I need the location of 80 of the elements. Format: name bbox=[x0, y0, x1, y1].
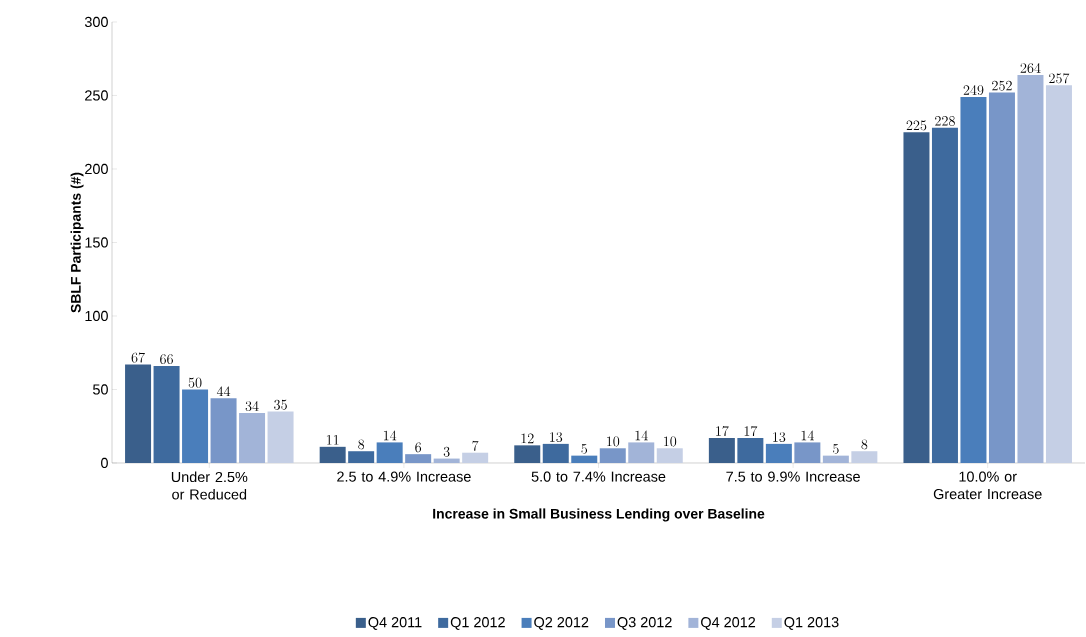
bar bbox=[542, 443, 569, 463]
y-tick-label: 150 bbox=[85, 237, 108, 248]
data-label: 3 bbox=[443, 446, 450, 457]
legend-label: Q1 2012 bbox=[450, 617, 505, 630]
data-label: 252 bbox=[992, 80, 1012, 91]
data-label: 5 bbox=[581, 443, 588, 454]
data-label: 264 bbox=[1020, 63, 1041, 73]
data-label: 50 bbox=[188, 377, 202, 388]
data-label: 14 bbox=[383, 430, 397, 441]
bar bbox=[153, 365, 180, 463]
y-tick-label: 50 bbox=[93, 384, 108, 395]
legend-label: Q3 2012 bbox=[617, 617, 672, 630]
bar bbox=[571, 455, 598, 463]
bar bbox=[931, 127, 958, 463]
legend-label: Q4 2011 bbox=[368, 617, 422, 630]
legend-label: Q1 2013 bbox=[784, 617, 839, 630]
data-label: 14 bbox=[635, 430, 648, 441]
bar bbox=[182, 389, 209, 463]
bar bbox=[239, 413, 266, 463]
bar bbox=[960, 96, 987, 463]
x-tick-label: 2.5 to 4.9% Increase bbox=[337, 471, 471, 482]
data-label: 8 bbox=[861, 439, 868, 450]
data-label: 249 bbox=[963, 85, 984, 96]
bar bbox=[988, 92, 1015, 463]
legend-label: Q2 2012 bbox=[534, 617, 589, 630]
data-label: 6 bbox=[415, 442, 422, 453]
data-label: 44 bbox=[216, 386, 231, 397]
bar bbox=[765, 443, 792, 463]
x-axis-title: Increase in Small Business Lending over Baseline bbox=[433, 508, 765, 522]
data-label: 5 bbox=[833, 443, 839, 454]
data-label: 35 bbox=[274, 399, 287, 410]
data-label: 257 bbox=[1049, 73, 1070, 84]
x-tick-label: Under 2.5% or Reduced bbox=[171, 471, 248, 500]
bar bbox=[348, 451, 375, 463]
y-tick-label: 0 bbox=[101, 457, 108, 469]
x-tick-label: 7.5 to 9.9% Increase bbox=[726, 471, 860, 482]
x-tick-label: 5.0 to 7.4% Increase bbox=[531, 471, 666, 482]
data-label: 17 bbox=[744, 426, 758, 437]
bar bbox=[319, 446, 346, 463]
bar bbox=[851, 451, 878, 463]
data-label: 34 bbox=[245, 401, 259, 412]
bar bbox=[376, 442, 403, 463]
bar bbox=[599, 448, 626, 463]
data-label: 14 bbox=[801, 430, 814, 441]
bar bbox=[737, 438, 764, 463]
y-tick-label: 200 bbox=[85, 163, 108, 175]
bar bbox=[267, 411, 294, 463]
bar bbox=[433, 458, 460, 463]
data-label: 10 bbox=[607, 436, 620, 447]
data-label: 12 bbox=[521, 433, 534, 444]
data-label: 67 bbox=[131, 352, 145, 363]
data-label: 10 bbox=[664, 436, 677, 447]
bar bbox=[514, 445, 541, 463]
y-tick-label: 100 bbox=[85, 310, 108, 322]
bar bbox=[903, 132, 930, 463]
y-tick-label: 250 bbox=[85, 90, 108, 101]
bar bbox=[462, 452, 489, 463]
bar bbox=[822, 455, 849, 463]
data-label: 66 bbox=[160, 354, 173, 365]
data-label: 13 bbox=[550, 432, 563, 442]
bar bbox=[1017, 74, 1044, 463]
x-tick-label: 10.0% or Greater Increase bbox=[933, 471, 1042, 500]
y-tick-label: 300 bbox=[84, 16, 108, 28]
bar bbox=[708, 438, 735, 463]
bar bbox=[628, 442, 655, 463]
bar bbox=[405, 454, 432, 463]
data-label: 228 bbox=[935, 116, 955, 126]
bar bbox=[656, 448, 683, 463]
bar bbox=[210, 398, 237, 463]
data-label: 17 bbox=[716, 426, 729, 437]
data-label: 7 bbox=[472, 440, 479, 451]
data-label: 225 bbox=[906, 120, 927, 131]
y-axis-title: SBLF Participants (#) bbox=[70, 172, 84, 313]
bar bbox=[125, 364, 152, 463]
bar bbox=[794, 442, 821, 463]
data-label: 11 bbox=[326, 435, 339, 445]
data-label: 8 bbox=[358, 439, 365, 450]
bar bbox=[1045, 85, 1072, 463]
data-label: 13 bbox=[773, 432, 786, 442]
legend-label: Q4 2012 bbox=[701, 617, 756, 630]
